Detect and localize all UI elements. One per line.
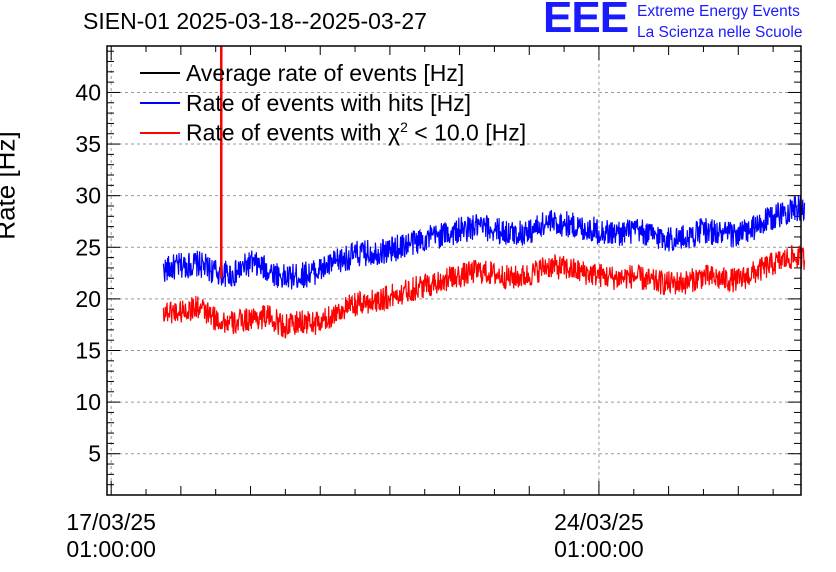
logo-line-1: Extreme Energy Events — [637, 3, 800, 20]
legend-item-1: Rate of events with hits [Hz] — [140, 88, 471, 118]
legend-item-0: Average rate of events [Hz] — [140, 58, 464, 88]
legend-label-0: Average rate of events [Hz] — [186, 60, 464, 87]
legend-swatch-0 — [140, 72, 180, 74]
x-tick-date: 24/03/25 — [554, 509, 644, 535]
legend-label-1: Rate of events with hits [Hz] — [186, 90, 471, 117]
x-tick-date: 17/03/25 — [66, 509, 156, 535]
legend-swatch-2 — [140, 132, 180, 134]
legend-label-suffix-2: < 10.0 [Hz] — [407, 119, 527, 146]
chart-title: SIEN-01 2025-03-18--2025-03-27 — [83, 8, 427, 34]
logo-line-2: La Scienza nelle Scuole — [637, 24, 803, 41]
y-tick-label-15: 15 — [75, 337, 101, 363]
series-line-rate-of-events-with-chi2-10-0-hz — [162, 245, 806, 339]
legend-swatch-1 — [140, 102, 180, 104]
plot-frame — [106, 45, 802, 496]
y-tick-label-20: 20 — [75, 286, 101, 312]
eee-logo: EEE — [543, 0, 629, 42]
legend-label-main-1: Rate of events with hits [Hz] — [186, 89, 472, 116]
legend-label-2: Rate of events with χ2 < 10.0 [Hz] — [186, 119, 526, 147]
y-tick-label-35: 35 — [75, 131, 101, 157]
y-tick-label-5: 5 — [88, 441, 101, 467]
y-tick-label-40: 40 — [75, 79, 101, 105]
x-tick-label-day-7: 24/03/25 01:00:00 — [529, 509, 669, 563]
y-tick-label-10: 10 — [75, 389, 101, 415]
legend-label-main-2: Rate of events with χ — [186, 119, 401, 146]
x-tick-label-day-0: 17/03/25 01:00:00 — [41, 509, 181, 563]
legend-label-main-0: Average rate of events [Hz] — [186, 59, 465, 86]
legend-label-superscript-2: 2 — [400, 119, 408, 136]
legend-item-2: Rate of events with χ2 < 10.0 [Hz] — [140, 118, 526, 148]
y-tick-label-25: 25 — [75, 234, 101, 260]
x-tick-time: 01:00:00 — [554, 536, 644, 562]
series-line-rate-of-events-with-hits-hz — [162, 195, 806, 290]
x-tick-time: 01:00:00 — [66, 536, 156, 562]
y-tick-label-30: 30 — [75, 183, 101, 209]
